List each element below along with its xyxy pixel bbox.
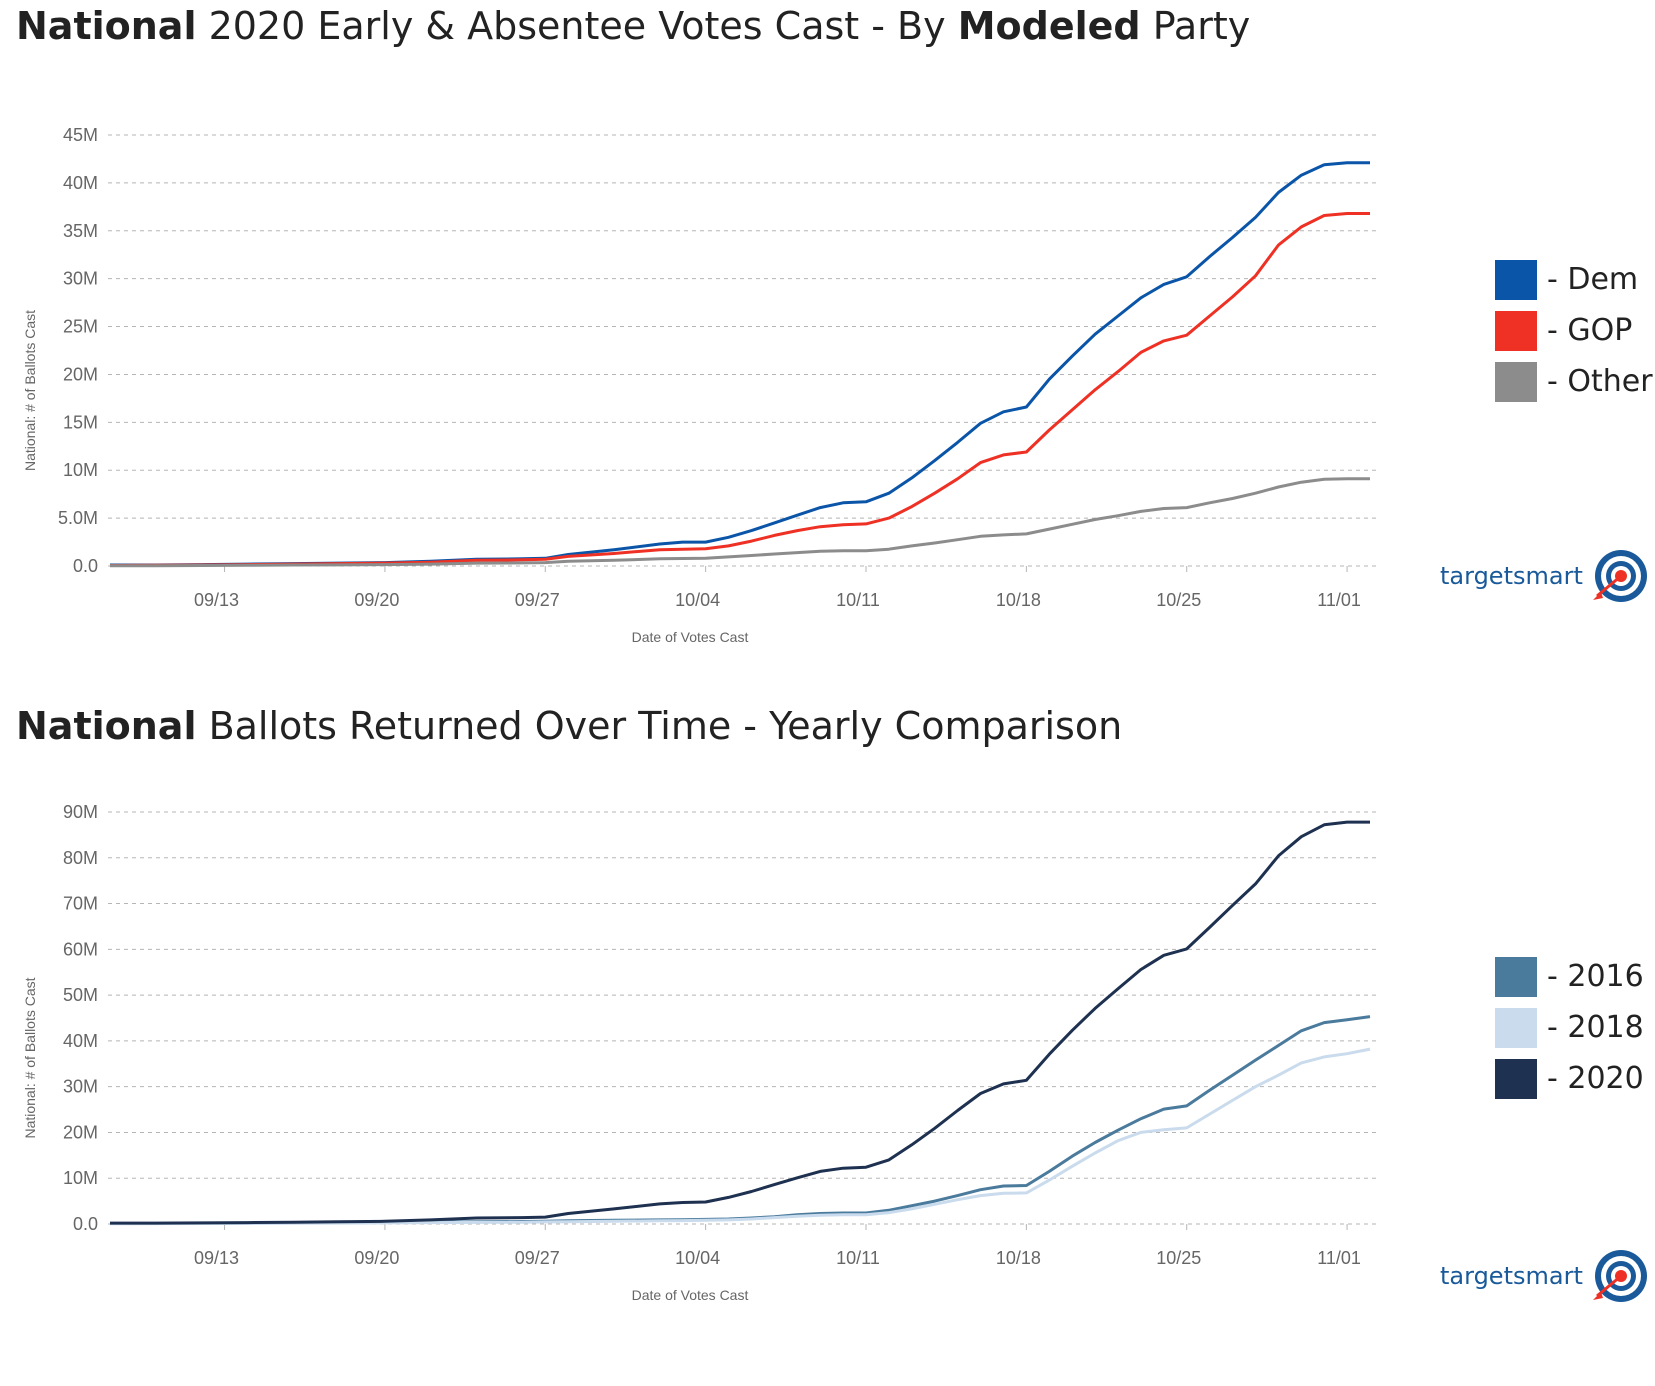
chart1-y-tick-label: 45M	[63, 125, 98, 145]
legend-item-dem[interactable]: - Dem	[1495, 254, 1653, 305]
chart1-x-axis-label: Date of Votes Cast	[632, 629, 749, 645]
chart1-y-tick-label: 15M	[63, 412, 98, 432]
chart1-x-tick-label: 10/25	[1156, 590, 1201, 610]
legend-swatch-2018	[1495, 1007, 1537, 1048]
chart2-y-tick-label: 0.0	[73, 1214, 98, 1234]
chart2-y-tick-label: 20M	[63, 1122, 98, 1142]
chart2-x-tick-label: 10/25	[1156, 1248, 1201, 1268]
chart1-x-tick-label: 09/13	[194, 590, 239, 610]
legend-label-dem: Dem	[1567, 262, 1639, 297]
chart2-plot: 0.0 10M 20M 30M 40M 50M 60M 70M 80M 90M 09/13 09/20…	[22, 802, 1376, 1303]
chart1-plot: 0.0 5.0M 10M 15M 20M 25M 30M 35M 40M 45M 09/13 09/2…	[22, 125, 1376, 645]
targetsmart-logo: targetsmart	[1440, 548, 1647, 604]
chart1-series-line-other[interactable]	[109, 477, 1370, 568]
chart1-y-axis-label: National: # of Ballots Cast	[22, 310, 38, 471]
legend-swatch-other	[1495, 361, 1537, 402]
chart2-y-tick-label: 80M	[63, 848, 98, 868]
chart2-x-tick-label: 11/01	[1317, 1248, 1361, 1268]
chart2-title: National Ballots Returned Over Time - Ye…	[16, 704, 1122, 748]
brand-part1: target	[1440, 1262, 1513, 1290]
chart1-y-tick-label: 30M	[63, 269, 98, 289]
chart1-y-tick-label: 35M	[63, 221, 98, 241]
chart1-title-bold2: Modeled	[957, 4, 1141, 48]
chart2-y-tick-label: 30M	[63, 1077, 98, 1097]
chart2-series-line-2020[interactable]	[110, 820, 1370, 1225]
chart2-y-tick-label: 50M	[63, 985, 98, 1005]
chart2-x-tick-label: 10/04	[675, 1248, 720, 1268]
chart2-legend: - 2016 - 2018 - 2020	[1495, 951, 1644, 1104]
legend-item-2020[interactable]: - 2020	[1495, 1053, 1644, 1104]
chart1-y-tick-label: 40M	[63, 173, 98, 193]
chart2-x-tick-label: 10/11	[836, 1248, 880, 1268]
legend-swatch-2020	[1495, 1058, 1537, 1099]
chart2-x-axis-label: Date of Votes Cast	[632, 1287, 749, 1303]
brand-part1: target	[1440, 562, 1513, 590]
chart1-y-tick-label: 5.0M	[58, 508, 98, 528]
legend-item-2018[interactable]: - 2018	[1495, 1002, 1644, 1053]
chart2-x-tick-label: 10/18	[996, 1248, 1041, 1268]
chart2-x-tick-label: 09/20	[354, 1248, 399, 1268]
legend-label-2016: 2016	[1567, 959, 1644, 994]
chart1-y-tick-label: 20M	[63, 364, 98, 384]
chart1-x-tick-label: 10/11	[836, 590, 880, 610]
brand-part2: smart	[1512, 562, 1583, 590]
chart1-x-tick-label: 10/18	[996, 590, 1041, 610]
chart1-title-mid: 2020 Early & Absentee Votes Cast - By	[208, 4, 946, 48]
targetsmart-logo: targetsmart	[1440, 1248, 1647, 1304]
brand-part2: smart	[1512, 1262, 1583, 1290]
chart1-title-bold: National	[16, 4, 197, 48]
chart2-y-axis-label: National: # of Ballots Cast	[22, 977, 38, 1138]
chart2-x-tick-label: 09/13	[194, 1248, 239, 1268]
chart1-x-tick-label: 11/01	[1317, 590, 1361, 610]
chart1-series-line-gop[interactable]	[109, 212, 1370, 567]
chart2-y-tick-label: 10M	[63, 1168, 98, 1188]
chart1-series-line-dem[interactable]	[110, 161, 1370, 567]
chart1-legend: - Dem - GOP - Other	[1495, 254, 1653, 407]
legend-label-gop: GOP	[1567, 313, 1633, 348]
legend-item-gop[interactable]: - GOP	[1495, 305, 1653, 356]
chart2-title-bold: National	[16, 704, 197, 748]
legend-item-other[interactable]: - Other	[1495, 356, 1653, 407]
chart2-y-tick-label: 70M	[63, 894, 98, 914]
legend-label-2018: 2018	[1567, 1010, 1644, 1045]
chart1-y-tick-label: 10M	[63, 460, 98, 480]
legend-swatch-gop	[1495, 310, 1537, 351]
chart1-x-tick-label: 10/04	[675, 590, 720, 610]
legend-label-other: Other	[1567, 364, 1653, 399]
target-icon	[1592, 550, 1647, 602]
chart2-series-line-2016[interactable]	[110, 1015, 1371, 1225]
legend-item-2016[interactable]: - 2016	[1495, 951, 1644, 1002]
chart1-x-tick-label: 09/20	[354, 590, 399, 610]
chart1-y-tick-label: 25M	[63, 317, 98, 337]
target-icon	[1592, 1250, 1647, 1302]
chart2-y-tick-label: 40M	[63, 1031, 98, 1051]
chart2-y-tick-label: 60M	[63, 939, 98, 959]
chart1-title-end: Party	[1152, 4, 1251, 48]
chart2-x-tick-label: 09/27	[515, 1248, 560, 1268]
chart1-y-tick-label: 0.0	[73, 556, 98, 576]
chart2-y-tick-label: 90M	[63, 802, 98, 822]
legend-label-2020: 2020	[1567, 1061, 1644, 1096]
chart1-x-tick-label: 09/27	[515, 590, 560, 610]
legend-swatch-2016	[1495, 956, 1537, 997]
legend-swatch-dem	[1495, 259, 1537, 300]
chart2-title-rest: Ballots Returned Over Time - Yearly Comp…	[208, 704, 1123, 748]
chart2-series-line-2018[interactable]	[109, 1047, 1371, 1226]
chart1-title: National 2020 Early & Absentee Votes Cas…	[16, 4, 1250, 48]
